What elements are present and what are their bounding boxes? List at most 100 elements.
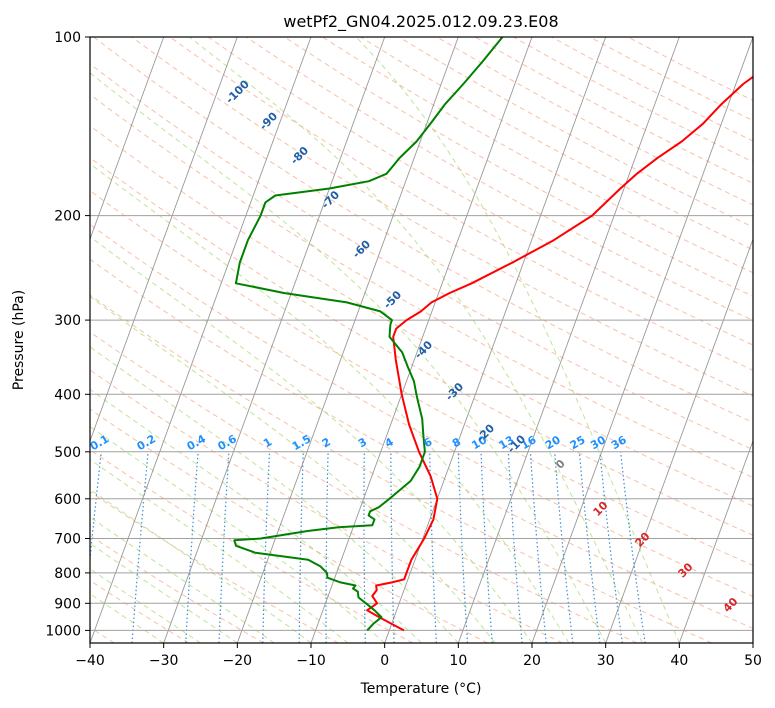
dry-adiabat-label: -60 — [350, 237, 373, 260]
isotherm-label: 40 — [721, 595, 741, 615]
isotherm — [678, 439, 753, 643]
isotherm — [163, 37, 386, 643]
mixing-ratio-label: 0.2 — [135, 432, 158, 453]
dry-adiabat — [589, 37, 753, 122]
isotherm — [90, 37, 312, 643]
moist-adiabat — [355, 37, 680, 643]
moist-adiabat — [90, 568, 201, 643]
isotherm-zero-label: 0 — [553, 457, 568, 472]
moist-adiabat — [90, 458, 349, 643]
mixing-ratio-line — [131, 451, 149, 643]
mixing-ratio-line — [325, 451, 329, 643]
dry-adiabat — [513, 37, 753, 163]
mixing-ratio-label: 0.4 — [185, 432, 209, 453]
dry-adiabat — [90, 534, 264, 643]
dry-adiabat — [131, 37, 753, 397]
dry-adiabat — [436, 37, 753, 206]
isotherm — [752, 641, 753, 643]
isotherm — [90, 37, 165, 241]
x-axis-label: Temperature (°C) — [360, 681, 482, 697]
y-tick-label: 300 — [54, 313, 81, 329]
dry-adiabat — [90, 157, 753, 536]
dry-adiabat — [90, 258, 753, 629]
mixing-ratio-line — [578, 451, 601, 643]
dry-adiabat — [90, 408, 488, 643]
mixing-ratio-line — [529, 451, 547, 643]
dry-adiabat-label: -80 — [288, 144, 311, 167]
isotherm — [457, 37, 680, 643]
x-tick-label: 10 — [449, 653, 467, 669]
y-tick-label: 200 — [54, 209, 81, 225]
dry-adiabat — [93, 37, 753, 424]
x-tick-label: 0 — [380, 653, 389, 669]
y-tick-label: 500 — [54, 445, 81, 461]
dry-adiabat — [90, 125, 753, 507]
moist-adiabat — [188, 37, 643, 643]
mixing-ratio-line — [599, 451, 623, 643]
dry-adiabat — [322, 37, 753, 274]
mixing-ratio-label: 2 — [320, 435, 333, 450]
dry-adiabat — [90, 491, 339, 643]
x-tick-label: 20 — [523, 653, 541, 669]
dry-adiabat — [90, 449, 414, 643]
dry-adiabat — [207, 37, 753, 346]
mixing-ratio-line — [218, 451, 230, 643]
mixing-ratio-line — [363, 451, 366, 643]
axes: −40 −30 −20 −10 0 10 20 30 40 5010020030040050060… — [45, 30, 762, 669]
mixing-ratio-label: 36 — [609, 433, 629, 452]
isotherm — [605, 237, 753, 643]
mixing-ratio-line — [185, 451, 199, 643]
y-tick-label: 400 — [54, 387, 81, 403]
dry-adiabat — [169, 37, 753, 371]
mixing-ratio-label: 1.5 — [290, 432, 313, 453]
isotherm — [236, 37, 459, 643]
dry-adiabat — [284, 37, 753, 297]
x-tick-label: −40 — [75, 653, 105, 669]
moist-adiabat — [90, 425, 386, 643]
x-tick-label: −30 — [149, 653, 179, 669]
mixing-ratio-line — [620, 451, 646, 643]
dry-adiabat — [398, 37, 753, 228]
mixing-ratio-line — [390, 451, 395, 643]
x-tick-label: −20 — [223, 653, 253, 669]
isotherm-label: 10 — [591, 499, 611, 519]
mixing-ratio-label: 0.1 — [88, 432, 111, 453]
plot-frame — [89, 36, 754, 644]
y-axis-label: Pressure (hPa) — [11, 290, 27, 390]
mixing-ratio-line — [429, 451, 437, 643]
x-tick-label: −10 — [296, 653, 326, 669]
mixing-ratio-label: 8 — [450, 435, 463, 450]
mixing-ratio-label: 6 — [421, 435, 434, 450]
dry-adiabat — [90, 579, 190, 643]
mixing-ratio-line — [457, 451, 469, 643]
dry-adiabat-label: -40 — [412, 338, 435, 361]
dry-adiabat — [90, 294, 712, 643]
mixing-ratio-line — [554, 451, 574, 643]
series — [233, 37, 753, 632]
y-tick-label: 600 — [54, 492, 81, 508]
moist-adiabat — [90, 516, 275, 643]
dewpoint-line — [233, 37, 504, 632]
y-tick-label: 800 — [54, 566, 81, 582]
x-tick-label: 50 — [744, 653, 762, 669]
grid — [90, 37, 753, 643]
y-tick-label: 1000 — [45, 623, 81, 639]
moist-adiabat — [90, 346, 459, 643]
dry-adiabat — [90, 223, 753, 598]
temperature-line — [366, 75, 753, 632]
dry-adiabat-label: -100 — [223, 77, 252, 106]
isotherm — [531, 37, 753, 643]
x-tick-label: 40 — [670, 653, 688, 669]
isotherm — [310, 37, 533, 643]
mixing-ratio-line — [507, 451, 523, 643]
isotherm — [90, 37, 238, 443]
moist-adiabat — [90, 296, 496, 643]
dry-adiabat — [245, 37, 753, 321]
dry-adiabat — [90, 369, 563, 643]
mixing-ratio-label: 4 — [383, 435, 396, 450]
background-lines — [90, 37, 753, 643]
chart-title: wetPf2_GN04.2025.012.09.23.E08 — [283, 12, 558, 32]
moist-adiabat — [90, 542, 238, 643]
mixing-ratio-label: 0.6 — [215, 432, 239, 453]
mixing-ratio-line — [298, 451, 304, 643]
